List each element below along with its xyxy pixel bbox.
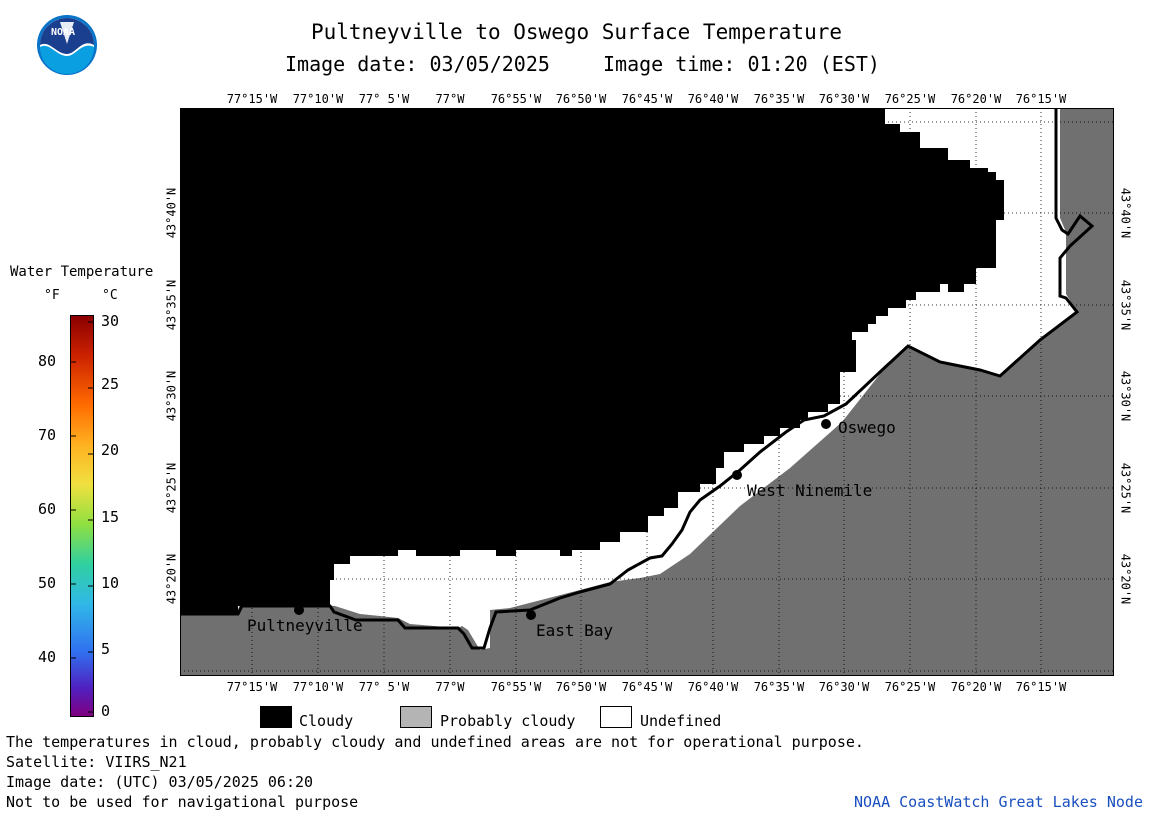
lon-label: 76°25'W xyxy=(884,92,936,106)
color-bar xyxy=(70,315,94,717)
cloudy-area xyxy=(180,108,1004,614)
lon-label: 76°15'W xyxy=(1015,680,1067,694)
scale-c-tick: 25 xyxy=(101,375,120,393)
lat-label: 43°40'N xyxy=(164,187,179,239)
scale-c-tick: 20 xyxy=(101,441,120,459)
color-bar-ticks xyxy=(71,321,93,713)
city-label-pultneyville: Pultneyville xyxy=(247,616,363,635)
lon-label: 76°45'W xyxy=(621,680,673,694)
lon-label: 76°40'W xyxy=(687,680,739,694)
lon-label: 76°30'W xyxy=(818,680,870,694)
lon-label: 77° 5'W xyxy=(358,680,410,694)
lon-label: 76°25'W xyxy=(884,680,936,694)
scale-c-tick: 10 xyxy=(101,574,120,592)
lon-label: 77°W xyxy=(435,680,465,694)
navigation-warning: Not to be used for navigational purpose xyxy=(6,793,359,811)
graticule xyxy=(180,108,1114,676)
lon-label: 76°20'W xyxy=(950,92,1002,106)
lon-label: 76°30'W xyxy=(818,92,870,106)
map-title: Pultneyville to Oswego Surface Temperatu… xyxy=(310,20,842,44)
lon-label: 76°20'W xyxy=(950,680,1002,694)
noaa-logo-text: NOAA xyxy=(51,27,76,38)
noaa-logo-icon xyxy=(37,15,97,75)
legend-label-probably-cloudy: Probably cloudy xyxy=(440,712,576,730)
lon-label: 76°35'W xyxy=(753,92,805,106)
shoreline xyxy=(180,108,1095,650)
lon-label: 77°10'W xyxy=(292,92,344,106)
scale-f-tick: 50 xyxy=(38,574,57,592)
lat-label: 43°30'N xyxy=(164,370,179,422)
scale-unit-f: °F xyxy=(44,288,60,303)
scale-c-tick: 30 xyxy=(101,312,120,330)
image-time: Image time: 01:20 (EST) xyxy=(603,52,880,76)
lat-label: 43°20'N xyxy=(164,553,179,605)
image-date: Image date: 03/05/2025 xyxy=(285,52,550,76)
lat-label: 43°30'N xyxy=(1118,370,1133,422)
city-marker-east-bay xyxy=(526,610,536,620)
disclaimer-note: The temperatures in cloud, probably clou… xyxy=(6,733,864,751)
utc-date: Image date: (UTC) 03/05/2025 06:20 xyxy=(6,773,314,791)
lon-label: 77°15'W xyxy=(226,680,278,694)
city-marker-west-ninemile xyxy=(732,470,742,480)
lon-label: 77°10'W xyxy=(292,680,344,694)
city-marker-pultneyville xyxy=(294,605,304,615)
lon-label: 76°50'W xyxy=(555,92,607,106)
noaa-logo: NOAA xyxy=(36,14,98,76)
lat-label: 43°25'N xyxy=(1118,462,1133,514)
lon-label: 76°15'W xyxy=(1015,92,1067,106)
lat-label: 43°25'N xyxy=(164,462,179,514)
scale-c-tick: 0 xyxy=(101,702,111,720)
scale-unit-c: °C xyxy=(102,288,118,303)
scale-f-tick: 70 xyxy=(38,426,57,444)
legend-swatch-undefined xyxy=(600,706,632,728)
satellite-info: Satellite: VIIRS_N21 xyxy=(6,753,187,771)
lat-label: 43°35'N xyxy=(1118,279,1133,331)
city-label-west-ninemile: West Ninemile xyxy=(747,481,873,500)
scale-title: Water Temperature xyxy=(10,264,154,280)
lon-label: 77°15'W xyxy=(226,92,278,106)
legend-label-undefined: Undefined xyxy=(640,712,722,730)
scale-f-tick: 60 xyxy=(38,500,57,518)
legend-swatch-cloudy xyxy=(260,706,292,728)
legend-swatch-probably-cloudy xyxy=(400,706,432,728)
lon-label: 77°W xyxy=(435,92,465,106)
city-label-oswego: Oswego xyxy=(838,418,896,437)
legend-label-cloudy: Cloudy xyxy=(299,712,354,730)
city-marker-oswego xyxy=(821,419,831,429)
lat-label: 43°40'N xyxy=(1118,187,1133,239)
scale-f-tick: 80 xyxy=(38,352,57,370)
scale-c-tick: 15 xyxy=(101,508,120,526)
lon-label: 76°40'W xyxy=(687,92,739,106)
city-label-east-bay: East Bay xyxy=(536,621,614,640)
scale-c-tick: 5 xyxy=(101,640,111,658)
lat-label: 43°20'N xyxy=(1118,553,1133,605)
lon-label: 76°55'W xyxy=(490,680,542,694)
scale-f-tick: 40 xyxy=(38,648,57,666)
lat-label: 43°35'N xyxy=(164,279,179,331)
lon-label: 76°45'W xyxy=(621,92,673,106)
map-canvas xyxy=(180,108,1114,676)
lon-label: 77° 5'W xyxy=(358,92,410,106)
lon-label: 76°35'W xyxy=(753,680,805,694)
lon-label: 76°55'W xyxy=(490,92,542,106)
lon-label: 76°50'W xyxy=(555,680,607,694)
credit-link[interactable]: NOAA CoastWatch Great Lakes Node xyxy=(854,793,1143,811)
